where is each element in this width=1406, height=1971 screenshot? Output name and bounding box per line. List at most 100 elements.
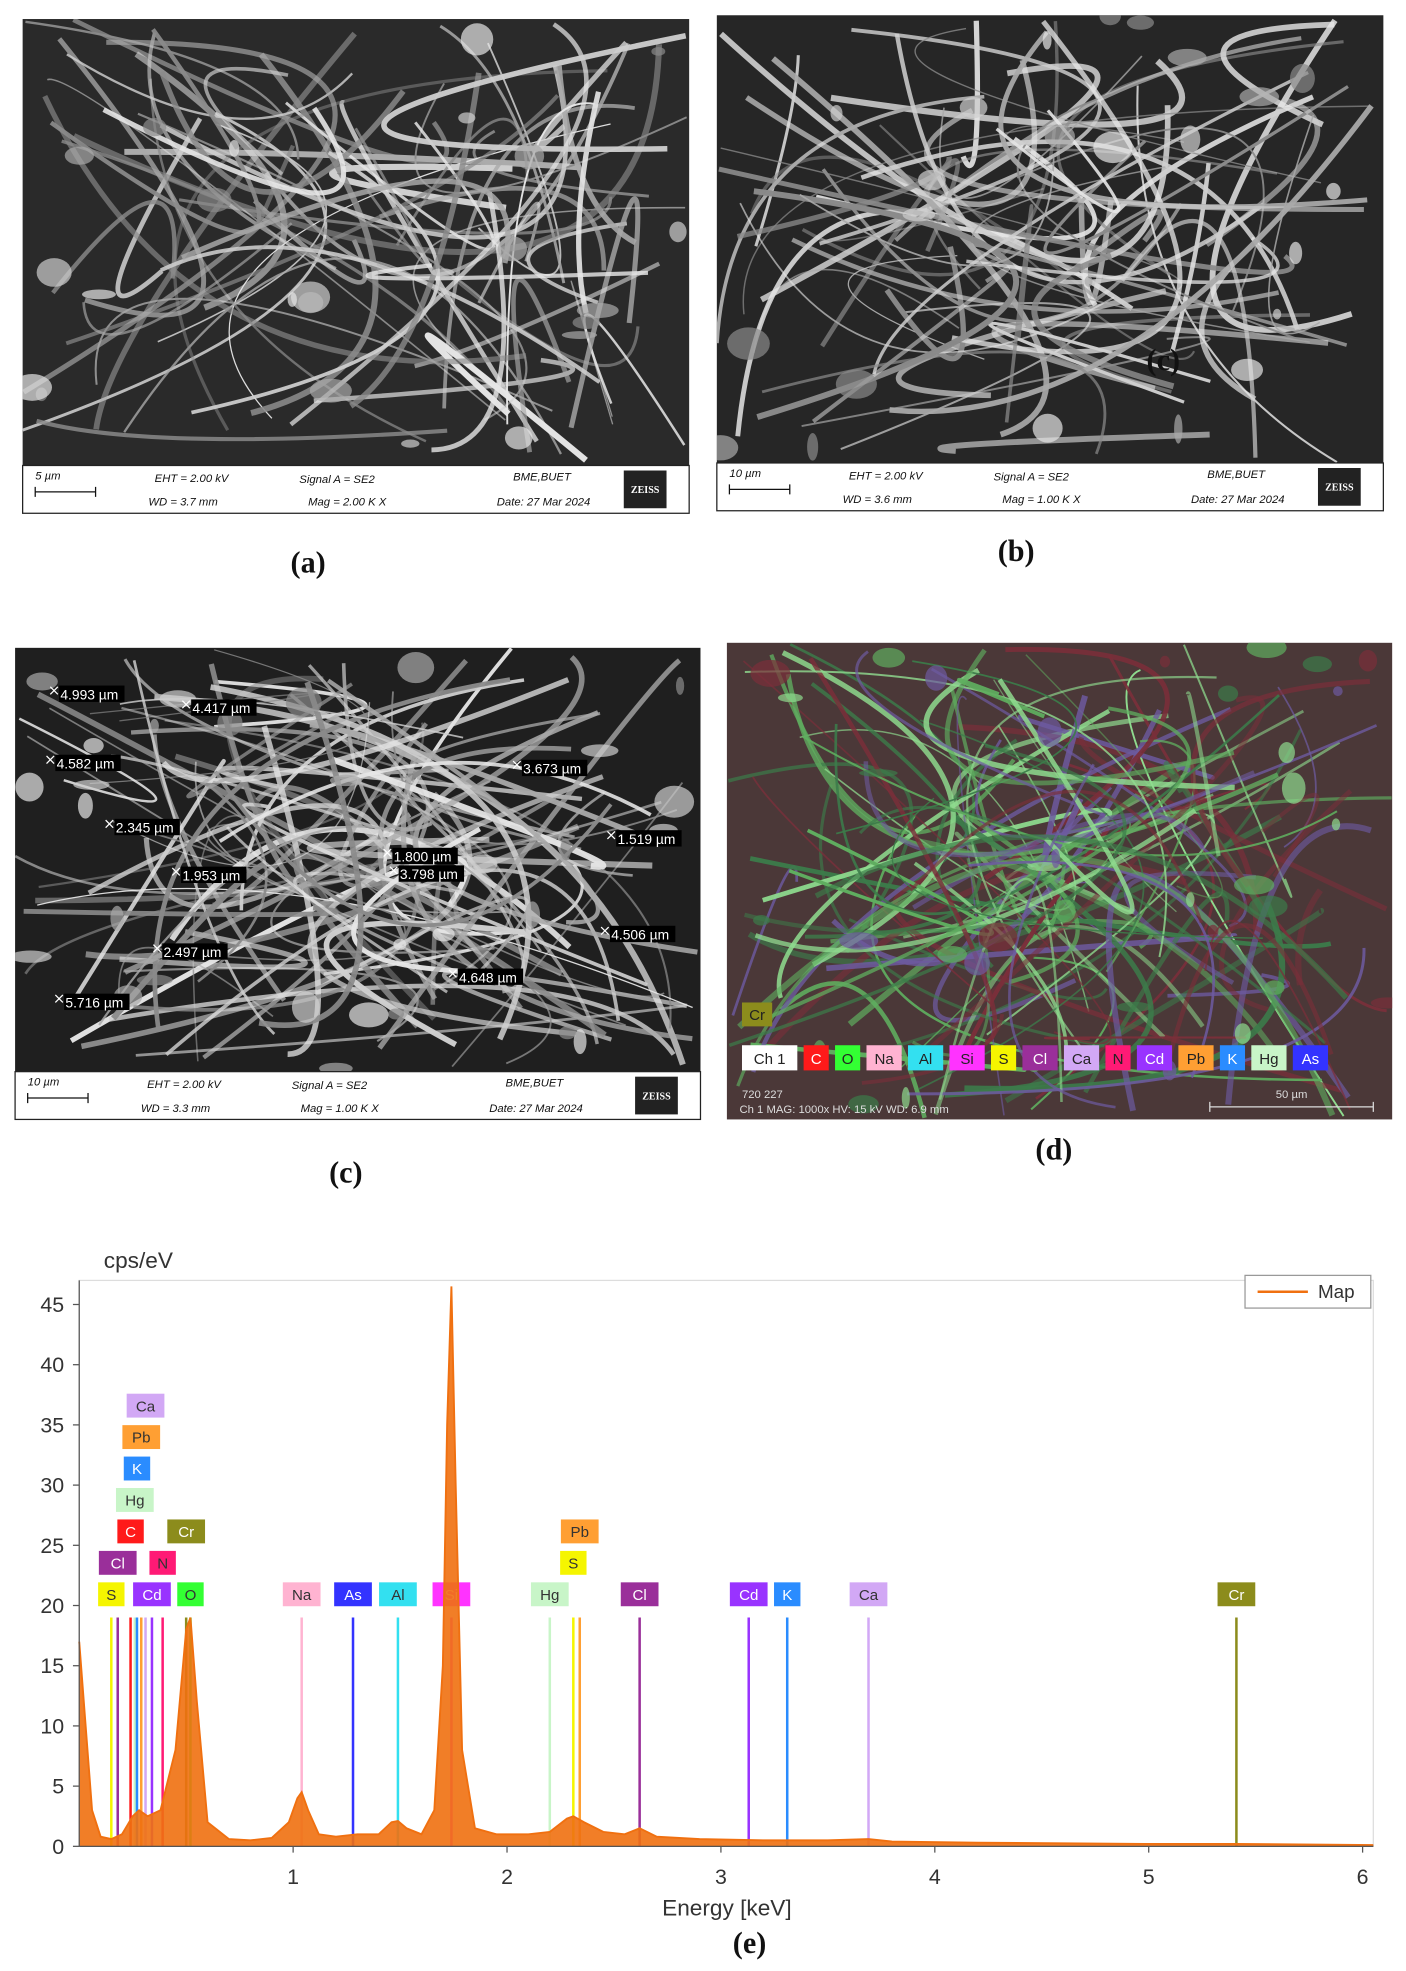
mag: Mag = 1.00 K X [301, 1103, 380, 1115]
fiber [716, 94, 985, 344]
element-label: Hg [125, 1493, 144, 1510]
channel-chip [949, 1045, 985, 1071]
map-settings: Ch 1 MAG: 1000x HV: 15 kV WD: 6.9 mm [739, 1104, 948, 1116]
fiber [894, 36, 1302, 242]
map-id: 720 227 [742, 1089, 783, 1101]
particle [716, 435, 739, 461]
element-chip [1217, 1582, 1256, 1607]
channel-label: Si [960, 1051, 973, 1068]
panel-label: (d) [1035, 1133, 1072, 1167]
fiber [884, 246, 967, 362]
element-chip [849, 1582, 888, 1607]
measurement-marker [49, 686, 59, 695]
particle [1084, 275, 1093, 287]
fiber [225, 826, 448, 994]
particle [1358, 649, 1378, 672]
channel-label: Na [874, 1051, 894, 1068]
info-bar [716, 462, 1384, 512]
measurement: 4.417 µm [192, 700, 250, 716]
org: BME,BUET [513, 472, 572, 484]
element-label: Pb [571, 1524, 589, 1541]
measurement-marker [512, 760, 522, 770]
fiber [161, 677, 570, 784]
element-label: Hg [540, 1587, 559, 1604]
particle [1099, 15, 1121, 26]
y-tick-label: 30 [40, 1474, 64, 1498]
particle [1054, 899, 1076, 923]
fiber [108, 983, 676, 1056]
particle [15, 772, 44, 802]
particle [675, 676, 685, 695]
y-axis-label: cps/eV [104, 1248, 173, 1273]
particle [397, 652, 435, 684]
element-chip [149, 1550, 176, 1575]
channel-label: N [1113, 1051, 1124, 1068]
measurement-bg [55, 754, 121, 772]
logo-box [1317, 467, 1361, 506]
channel-chip [1136, 1045, 1173, 1071]
y-tick-label: 45 [40, 1293, 64, 1317]
fiber [365, 263, 649, 281]
measurement-marker [171, 867, 181, 876]
element-label: K [132, 1461, 142, 1478]
measurement: 1.519 µm [617, 831, 675, 847]
element-chip [126, 1393, 165, 1418]
particle [859, 769, 898, 777]
particle [22, 373, 52, 401]
particle [1159, 655, 1171, 668]
element-chip [282, 1582, 321, 1607]
particle [83, 738, 104, 754]
particle [143, 117, 167, 137]
particle [1278, 742, 1295, 764]
particle [1289, 63, 1315, 93]
fiber [811, 266, 1011, 424]
particle [959, 97, 988, 119]
channel-chip [907, 1045, 944, 1071]
scale-bar [27, 1093, 89, 1104]
particle [1116, 1001, 1152, 1012]
fiber [46, 78, 506, 421]
measurement: 5.716 µm [65, 995, 123, 1011]
fiber [159, 70, 406, 195]
spectrum-line [78, 1286, 1374, 1847]
fiber [754, 55, 800, 247]
particle [287, 292, 297, 307]
particle [504, 426, 533, 450]
eht: EHT = 2.00 kV [849, 470, 924, 482]
particle [917, 169, 946, 191]
fiber [256, 144, 295, 225]
particle [727, 327, 770, 360]
particle [432, 926, 455, 942]
particle [807, 433, 819, 461]
measurement-marker [54, 994, 64, 1003]
particle [1289, 241, 1303, 265]
plot-frame [78, 1279, 1374, 1847]
fiber [255, 784, 523, 1011]
particle [573, 1029, 587, 1055]
fiber [135, 1004, 686, 1057]
annotation: (c) [1147, 343, 1181, 377]
measurement-bg [392, 847, 458, 865]
scale-label: 10 µm [729, 468, 761, 480]
measurement-marker [383, 848, 392, 858]
particle [136, 974, 173, 986]
element-label: Ca [136, 1398, 156, 1415]
particle [387, 1008, 405, 1020]
element-chip [122, 1425, 161, 1450]
particle [830, 105, 843, 122]
particle [285, 687, 322, 718]
channel-chip [1251, 1045, 1287, 1071]
fiber [568, 196, 641, 429]
particle [329, 774, 362, 787]
fiber [751, 776, 994, 1007]
channel-chip [741, 1045, 798, 1071]
measurement-marker [600, 926, 610, 936]
particle [217, 709, 243, 737]
channel-label: Al [919, 1051, 932, 1068]
channel-chip [1219, 1045, 1246, 1071]
particle [964, 950, 991, 976]
measurement-marker [152, 944, 162, 953]
channel-chip [1022, 1045, 1058, 1071]
